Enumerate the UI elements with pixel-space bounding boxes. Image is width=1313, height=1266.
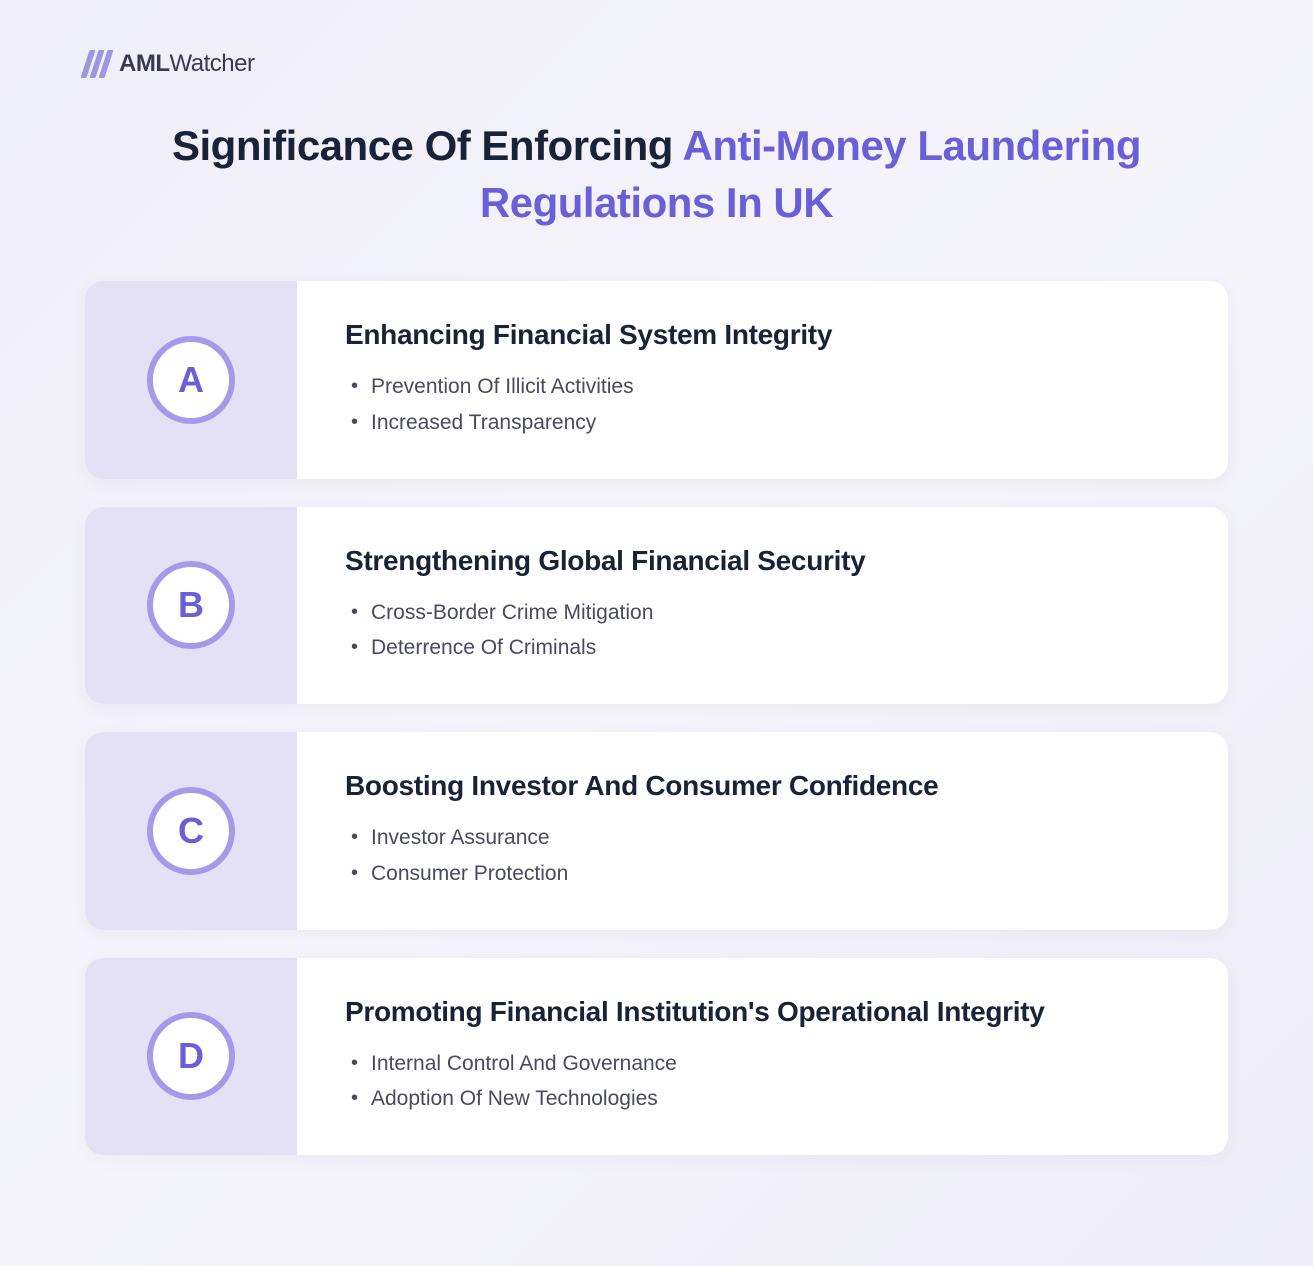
list-item: Cross-Border Crime Mitigation (345, 595, 1180, 631)
list-item: Investor Assurance (345, 820, 1180, 856)
list-item: Consumer Protection (345, 856, 1180, 892)
card-heading: Enhancing Financial System Integrity (345, 319, 1180, 351)
card-badge: C (85, 732, 297, 929)
card-content: Enhancing Financial System Integrity Pre… (297, 281, 1228, 478)
card-a: A Enhancing Financial System Integrity P… (85, 281, 1228, 478)
badge-letter: A (147, 336, 235, 424)
card-heading: Strengthening Global Financial Security (345, 545, 1180, 577)
card-c: C Boosting Investor And Consumer Confide… (85, 732, 1228, 929)
card-items: Prevention Of Illicit Activities Increas… (345, 369, 1180, 440)
card-content: Strengthening Global Financial Security … (297, 507, 1228, 704)
logo-bold: AML (119, 50, 169, 77)
card-badge: A (85, 281, 297, 478)
list-item: Internal Control And Governance (345, 1046, 1180, 1082)
card-items: Investor Assurance Consumer Protection (345, 820, 1180, 891)
badge-letter: D (147, 1012, 235, 1100)
card-b: B Strengthening Global Financial Securit… (85, 507, 1228, 704)
card-items: Internal Control And Governance Adoption… (345, 1046, 1180, 1117)
list-item: Deterrence Of Criminals (345, 630, 1180, 666)
card-list: A Enhancing Financial System Integrity P… (85, 281, 1228, 1155)
card-items: Cross-Border Crime Mitigation Deterrence… (345, 595, 1180, 666)
badge-letter: C (147, 787, 235, 875)
page-title: Significance Of Enforcing Anti-Money Lau… (85, 118, 1228, 231)
card-badge: D (85, 958, 297, 1155)
logo-text: AMLWatcher (119, 50, 254, 78)
card-heading: Promoting Financial Institution's Operat… (345, 996, 1180, 1028)
logo-icon (85, 50, 109, 78)
title-part1: Significance Of Enforcing (172, 122, 683, 169)
card-badge: B (85, 507, 297, 704)
brand-logo: AMLWatcher (85, 50, 1228, 78)
card-heading: Boosting Investor And Consumer Confidenc… (345, 770, 1180, 802)
card-d: D Promoting Financial Institution's Oper… (85, 958, 1228, 1155)
list-item: Adoption Of New Technologies (345, 1081, 1180, 1117)
badge-letter: B (147, 561, 235, 649)
card-content: Boosting Investor And Consumer Confidenc… (297, 732, 1228, 929)
card-content: Promoting Financial Institution's Operat… (297, 958, 1228, 1155)
logo-light: Watcher (169, 50, 254, 77)
list-item: Prevention Of Illicit Activities (345, 369, 1180, 405)
list-item: Increased Transparency (345, 405, 1180, 441)
